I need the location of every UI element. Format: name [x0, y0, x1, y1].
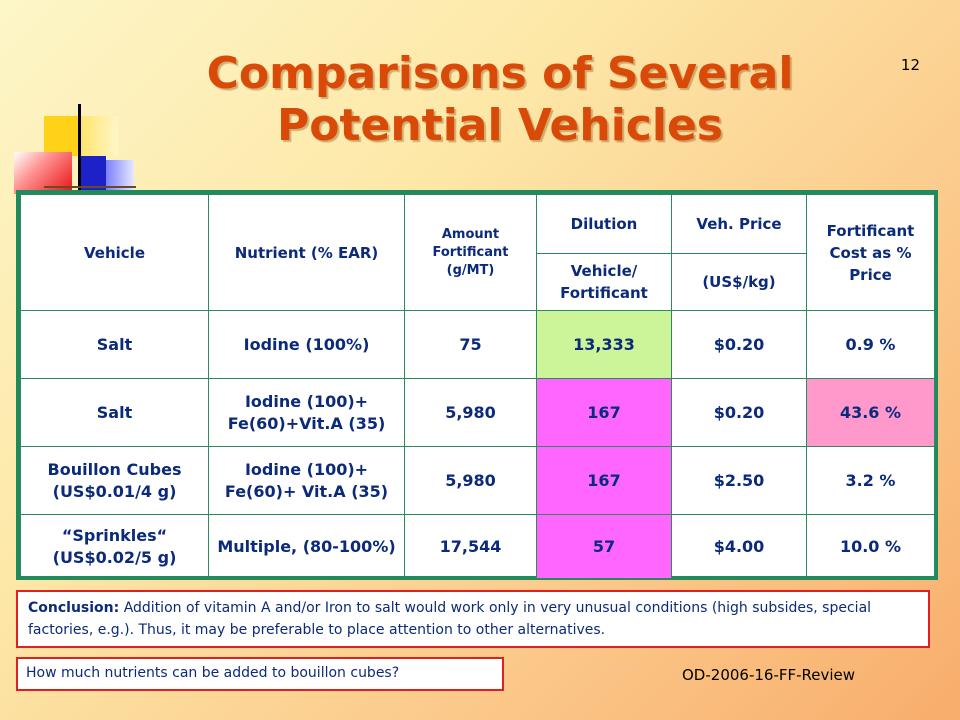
cell-price: $4.00: [671, 514, 807, 579]
table-row: Salt Iodine (100%) 75 13,333 $0.20 0.9 %: [20, 310, 935, 379]
cell-vehicle: Bouillon Cubes (US$0.01/4 g): [20, 446, 209, 515]
table-row: “Sprinkles“ (US$0.02/5 g) Multiple, (80-…: [20, 514, 935, 579]
header-nutrient: Nutrient (% EAR): [208, 194, 405, 311]
cell-cost: 3.2 %: [806, 446, 935, 515]
question-box: How much nutrients can be added to bouil…: [16, 657, 504, 691]
cell-dilution: 13,333: [536, 310, 672, 379]
conclusion-text: Addition of vitamin A and/or Iron to sal…: [28, 600, 872, 638]
table-row: Bouillon Cubes (US$0.01/4 g) Iodine (100…: [20, 446, 935, 515]
conclusion-box: Conclusion: Addition of vitamin A and/or…: [16, 590, 930, 648]
header-vehicle: Vehicle: [20, 194, 209, 311]
cell-price: $2.50: [671, 446, 807, 515]
reference-code: OD-2006-16-FF-Review: [682, 666, 856, 684]
header-price: Veh. Price: [671, 194, 807, 254]
cell-amount: 75: [404, 310, 537, 379]
header-dilution-sub: Vehicle/ Fortificant: [536, 253, 672, 311]
cell-vehicle: Salt: [20, 378, 209, 447]
cell-nutrient: Iodine (100)+ Fe(60)+Vit.A (35): [208, 378, 405, 447]
header-dilution: Dilution: [536, 194, 672, 254]
cell-dilution: 57: [536, 514, 672, 579]
header-cost: Fortificant Cost as % Price: [806, 194, 935, 311]
slide-number: 12: [900, 56, 920, 74]
cell-nutrient: Iodine (100)+ Fe(60)+ Vit.A (35): [208, 446, 405, 515]
cell-amount: 5,980: [404, 446, 537, 515]
decorative-square-light-yellow: [80, 116, 118, 156]
decorative-vertical-line: [78, 104, 81, 194]
cell-price: $0.20: [671, 378, 807, 447]
header-amount: Amount Fortificant (g/MT): [404, 194, 537, 311]
decorative-square-yellow: [44, 116, 80, 156]
header-price-sub: (US$/kg): [671, 253, 807, 311]
table-row: Salt Iodine (100)+ Fe(60)+Vit.A (35) 5,9…: [20, 378, 935, 447]
cell-nutrient: Multiple, (80-100%): [208, 514, 405, 579]
cell-cost: 43.6 %: [806, 378, 935, 447]
decorative-horizontal-line: [44, 186, 136, 188]
comparison-table-container: Vehicle Nutrient (% EAR) Amount Fortific…: [16, 190, 938, 580]
slide-title: Comparisons of Several Potential Vehicle…: [206, 48, 794, 151]
conclusion-lead: Conclusion:: [28, 600, 120, 616]
cell-price: $0.20: [671, 310, 807, 379]
cell-nutrient: Iodine (100%): [208, 310, 405, 379]
cell-amount: 17,544: [404, 514, 537, 579]
cell-cost: 10.0 %: [806, 514, 935, 579]
comparison-table: Vehicle Nutrient (% EAR) Amount Fortific…: [20, 194, 935, 579]
cell-amount: 5,980: [404, 378, 537, 447]
cell-vehicle: Salt: [20, 310, 209, 379]
cell-dilution: 167: [536, 378, 672, 447]
cell-dilution: 167: [536, 446, 672, 515]
cell-cost: 0.9 %: [806, 310, 935, 379]
cell-vehicle: “Sprinkles“ (US$0.02/5 g): [20, 514, 209, 579]
